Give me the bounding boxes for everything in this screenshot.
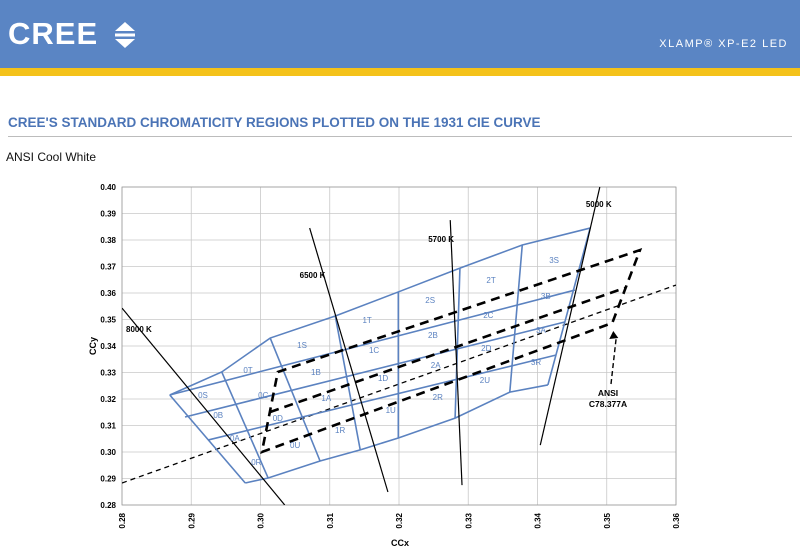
bin-label: 1C [369,346,379,355]
bin-label: 0U [290,441,300,450]
bin-label: 2R [433,393,443,402]
y-tick-label: 0.33 [100,369,116,378]
bin-label: 2B [428,331,438,340]
y-tick-label: 0.34 [100,342,116,351]
plot-area [122,187,676,505]
bin-label: 0R [251,458,261,467]
y-tick-label: 0.29 [100,475,116,484]
y-tick-label: 0.36 [100,289,116,298]
bin-label: 2A [431,361,441,370]
bin-label: 2S [425,296,435,305]
bin-boundary [509,244,524,393]
planckian-locus [122,284,676,484]
plot-frame [121,186,677,506]
bin-label: 0A [230,434,240,443]
y-tick-label: 0.37 [100,263,116,272]
bin-label: 0T [243,366,252,375]
bin-boundary [454,268,461,419]
ansi-arrow [610,336,617,385]
isotherm-line [309,227,389,493]
logo-icon [115,22,135,48]
ansi-label: ANSI [598,388,618,398]
bin-label: 2U [480,376,490,385]
bin-label: 0B [213,411,223,420]
bin-boundary [245,384,549,484]
bin-boundary [169,289,576,396]
x-tick-label: 0.34 [534,512,543,528]
isotherm-label: 5000 K [586,200,612,209]
y-tick-label: 0.32 [100,395,116,404]
bin-boundary [184,321,566,418]
bin-label: 1A [321,394,331,403]
isotherm-label: 6500 K [300,271,326,280]
y-tick-label: 0.39 [100,210,116,219]
subtitle: ANSI Cool White [6,150,97,164]
bin-label: 0C [258,391,268,400]
bin-label: 2T [486,276,495,285]
isotherm-label: 8000 K [126,325,152,334]
ansi-quadrangle [260,247,643,455]
y-tick-label: 0.30 [100,448,116,457]
bin-boundary [269,337,321,462]
ansi-label: C78.377A [589,399,627,409]
isotherm-line [122,307,286,505]
bin-boundary [220,371,269,479]
logo: CREE [8,16,99,51]
bin-label: 3B [541,292,551,301]
x-axis-label: CCx [391,538,409,548]
x-tick-label: 0.35 [603,512,612,528]
bin-label: 1D [378,374,388,383]
bin-label: 3R [531,358,541,367]
section-title: CREE'S STANDARD CHROMATICITY REGIONS PLO… [8,115,541,130]
bin-boundary [334,315,362,451]
y-tick-label: 0.31 [100,422,116,431]
product-name: XLAMP® XP-E2 LED [659,38,788,50]
isotherm-line [539,187,601,446]
bin-boundary [169,227,591,396]
bin-label: 1T [362,316,371,325]
x-tick-label: 0.32 [395,512,404,528]
x-tick-label: 0.28 [118,512,127,528]
bin-label: 3S [549,256,559,265]
isotherm-line [449,220,463,486]
ansi-arrowhead [609,330,619,339]
bin-label: 2C [483,311,493,320]
header-stripe [0,68,800,76]
bin-label: 1R [335,426,345,435]
section-rule [8,136,792,137]
bin-label: 1U [386,406,396,415]
x-tick-label: 0.31 [326,512,335,528]
x-tick-label: 0.33 [464,512,473,528]
y-tick-label: 0.35 [100,316,116,325]
bin-label: 0D [273,414,283,423]
x-tick-label: 0.29 [187,512,196,528]
y-tick-label: 0.38 [100,236,116,245]
ansi-divider [269,286,626,414]
bin-label: 0S [198,391,208,400]
y-tick-label: 0.40 [100,183,116,192]
bin-label: 1B [311,368,321,377]
bin-label: 3A [536,326,546,335]
bin-boundary [169,394,246,484]
isotherm-label: 5700 K [428,235,454,244]
bin-label: 2D [481,344,491,353]
x-tick-label: 0.36 [672,512,681,528]
bin-label: 1S [297,341,307,350]
x-tick-label: 0.30 [257,512,266,528]
y-axis-label: CCy [88,337,98,355]
y-tick-label: 0.28 [100,501,116,510]
